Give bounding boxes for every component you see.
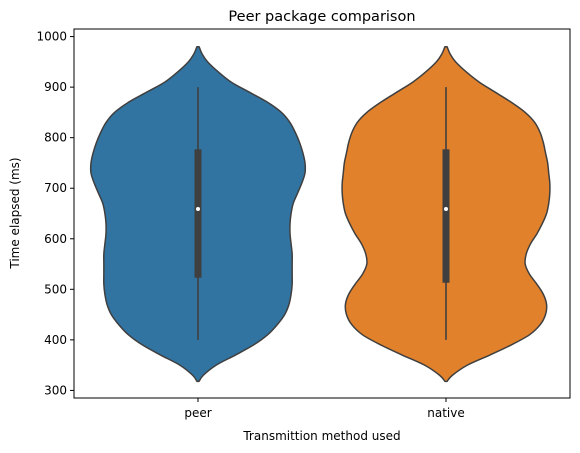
plot-frame: [73, 28, 571, 399]
y-tick-label: 700: [44, 181, 67, 195]
violin-native: [341, 45, 551, 383]
x-tick-label: native: [427, 406, 464, 420]
violin-peer: [89, 45, 307, 383]
y-axis: 300 400 500 600 700 800 900 1000: [36, 30, 74, 397]
violin-median: [196, 206, 200, 211]
violin-iqr-box: [194, 149, 202, 278]
y-tick-label: 900: [44, 80, 67, 94]
y-tick-label: 500: [44, 282, 67, 296]
y-tick-label: 800: [44, 131, 67, 145]
violin-median: [444, 206, 448, 211]
y-tick-label: 400: [44, 333, 67, 347]
violins-layer: [89, 45, 551, 383]
y-tick-label: 300: [44, 383, 67, 397]
x-tick-label: peer: [184, 406, 211, 420]
violin-iqr-box: [442, 149, 450, 283]
x-axis-label: Transmittion method used: [242, 429, 400, 443]
y-axis-label: Time elapsed (ms): [8, 157, 22, 269]
y-tick-label: 600: [44, 232, 67, 246]
chart-title: Peer package comparison: [228, 9, 415, 25]
y-tick-label: 1000: [36, 30, 67, 44]
x-axis: peer native: [184, 398, 465, 420]
